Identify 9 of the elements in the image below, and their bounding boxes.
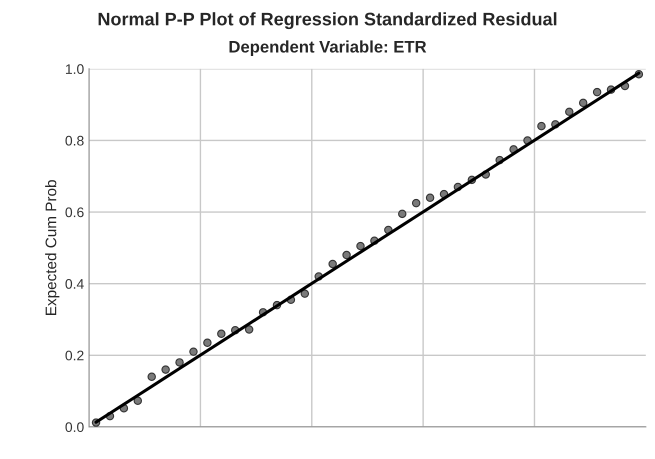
chart-subtitle: Dependent Variable: ETR	[230, 40, 426, 56]
y-tick-label: 0.8	[65, 136, 84, 146]
y-tick-label: 0.2	[65, 350, 84, 360]
y-tick-label: 0.0	[65, 422, 84, 432]
y-axis-title: Expected Cum Prob	[45, 180, 60, 315]
y-tick-label: 0.6	[65, 207, 84, 218]
y-tick-label: 0.4	[65, 278, 84, 289]
y-tick-label: 1.0	[66, 64, 84, 74]
chart-title: Normal P-P Plot of Regression Standardized Residual	[98, 12, 556, 30]
